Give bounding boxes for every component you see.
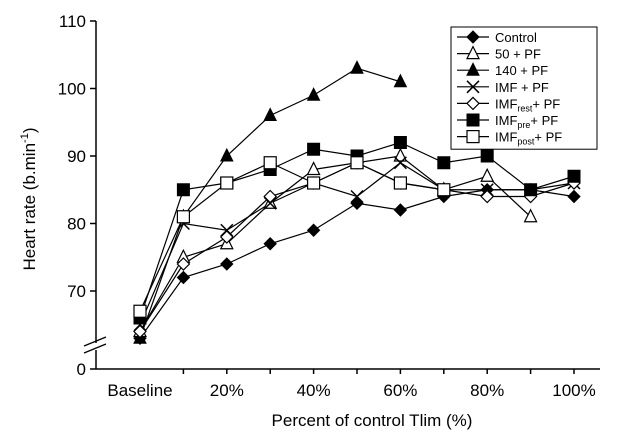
data-point-2 <box>306 87 321 101</box>
legend-label: 50 + PF <box>495 47 541 62</box>
data-point-4 <box>133 324 147 339</box>
legend-label-sub: post <box>517 137 535 147</box>
legend-label-main: IMF <box>495 113 517 128</box>
data-point-6 <box>437 183 451 197</box>
data-point-0 <box>176 270 191 285</box>
legend-label: 140 + PF <box>495 63 548 78</box>
legend-marker <box>466 30 480 44</box>
x-tick-label: 20% <box>210 381 244 400</box>
legend-marker <box>466 62 480 76</box>
legend-label-sub: pre <box>517 120 530 130</box>
y-tick-label: 80 <box>67 215 86 234</box>
data-point-2 <box>219 147 234 162</box>
legend-marker <box>466 130 480 144</box>
legend-label: Control <box>495 30 537 45</box>
y-tick-label: 110 <box>59 12 86 31</box>
data-point-4 <box>480 189 495 204</box>
legend-label: IMFpost+ PF <box>495 130 562 147</box>
x-tick-label: 100% <box>552 381 595 400</box>
y-tick-label: 90 <box>67 147 86 166</box>
y-axis-title-main: Heart rate (b.min <box>20 143 39 271</box>
data-point-1 <box>306 161 321 176</box>
x-tick-label: 80% <box>470 381 504 400</box>
x-tick-label: Baseline <box>107 381 172 400</box>
legend-label-sub: rest <box>517 103 533 113</box>
data-point-3 <box>393 156 407 170</box>
legend-label: IMFpre+ PF <box>495 113 558 130</box>
data-point-4 <box>219 230 234 244</box>
legend-marker <box>466 113 480 127</box>
data-point-5 <box>437 156 451 170</box>
legend-label-rest: + PF <box>534 130 562 145</box>
data-point-6 <box>307 176 321 190</box>
data-point-1 <box>480 167 495 182</box>
y-axis-title-close: ) <box>20 128 39 134</box>
legend-label: IMFrest+ PF <box>495 96 560 113</box>
series-line-1 <box>139 155 532 332</box>
legend-label-rest: + PF <box>530 113 558 128</box>
y-tick-label: 0 <box>77 360 86 379</box>
axes <box>83 20 600 374</box>
data-point-0 <box>220 257 234 271</box>
data-point-6 <box>220 176 234 190</box>
series-line-6 <box>139 162 444 312</box>
series-line-4 <box>139 162 575 332</box>
data-point-0 <box>567 189 581 204</box>
data-point-6 <box>176 210 190 224</box>
data-point-0 <box>350 196 364 210</box>
axis-break-mark-2 <box>83 343 107 354</box>
tick-labels: 0 70 80 90 100 110 Baseline 20% 40% 60% 80% 100% <box>58 12 596 400</box>
legend-label-main: IMF <box>495 96 517 111</box>
data-point-0 <box>263 237 277 251</box>
data-point-6 <box>133 304 147 318</box>
y-tick-label: 70 <box>67 282 86 301</box>
data-point-6 <box>350 156 364 170</box>
data-point-1 <box>523 208 538 223</box>
data-point-5 <box>176 183 190 197</box>
x-marker-stroke <box>350 189 364 204</box>
data-point-6 <box>263 156 277 170</box>
data-point-5 <box>524 183 538 197</box>
y-tick-label: 100 <box>58 80 86 99</box>
data-point-5 <box>307 142 321 156</box>
legend-marker <box>466 45 480 60</box>
data-point-3 <box>350 189 364 204</box>
legend-marker <box>466 80 480 94</box>
data-point-5 <box>393 136 407 149</box>
data-point-4 <box>263 189 278 204</box>
legend-label-rest: + PF <box>532 96 560 111</box>
x-tick-label: 40% <box>297 381 331 400</box>
axis-break-mark-1 <box>83 336 107 347</box>
series-line-0 <box>139 189 575 339</box>
data-point-0 <box>393 203 408 217</box>
data-point-5 <box>480 149 494 163</box>
data-point-1 <box>393 147 408 162</box>
x-marker-stroke <box>393 156 407 170</box>
x-tick-label: 60% <box>383 381 417 400</box>
legend-label: IMF + PF <box>495 80 549 95</box>
data-point-2 <box>350 60 364 74</box>
series-markers <box>133 60 581 345</box>
data-point-0 <box>306 223 321 237</box>
data-point-2 <box>393 73 408 88</box>
legend-label-main: IMF <box>495 130 517 145</box>
data-point-6 <box>393 176 407 190</box>
y-axis-title: Heart rate (b.min-1) <box>19 128 39 271</box>
y-axis-title-sup: -1 <box>19 133 31 143</box>
x-axis-title: Percent of control Tlim (%) <box>272 411 473 430</box>
data-point-5 <box>567 169 581 183</box>
legend-marker <box>466 96 480 111</box>
data-point-2 <box>263 107 278 121</box>
data-point-4 <box>176 257 191 271</box>
x-marker-stroke <box>466 80 480 94</box>
